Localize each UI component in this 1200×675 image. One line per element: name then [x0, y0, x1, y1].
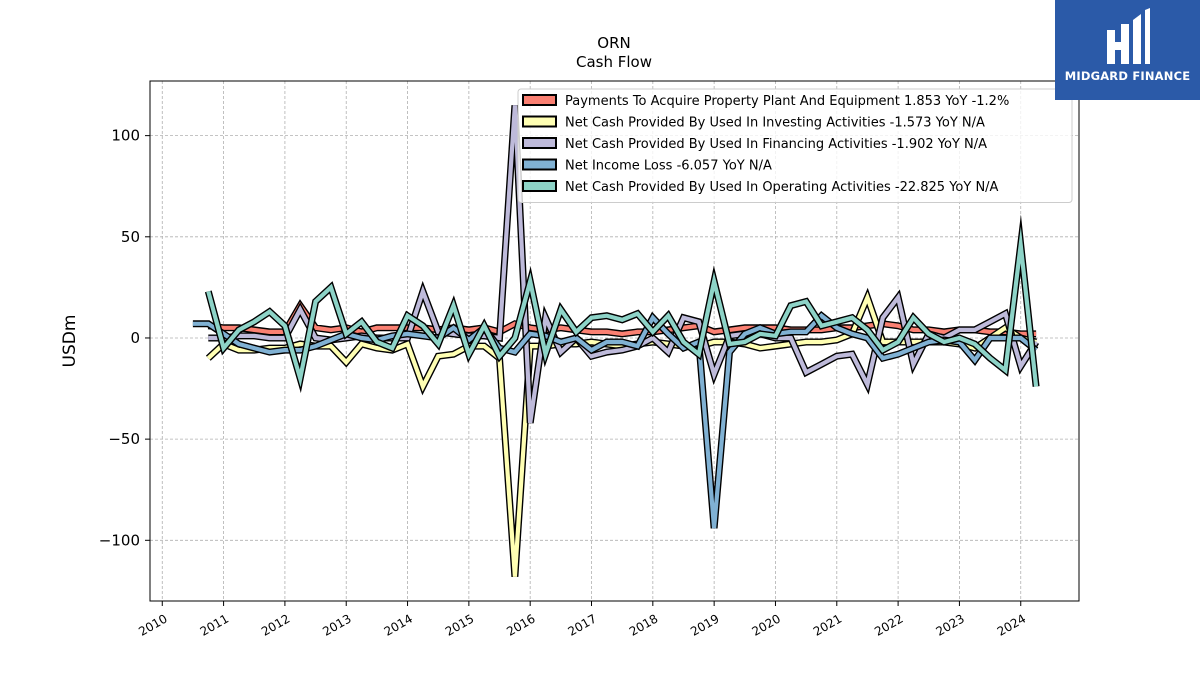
y-tick-label: 0	[130, 329, 140, 347]
legend-swatch	[522, 158, 557, 171]
legend-label: Net Income Loss -6.057 YoY N/A	[565, 159, 772, 174]
legend-label: Net Cash Provided By Used In Financing A…	[565, 137, 987, 152]
brand-name: MIDGARD FINANCE	[1064, 69, 1191, 83]
y-tick-label: 100	[111, 127, 140, 145]
x-tick-label: 2021	[811, 611, 844, 638]
y-axis-label: USDm	[60, 315, 80, 368]
legend: Payments To Acquire Property Plant And E…	[517, 88, 1073, 203]
y-tick-label: 50	[121, 228, 140, 246]
y-tick-label: −100	[99, 531, 140, 549]
x-tick-label: 2016	[504, 611, 537, 638]
x-tick-label: 2011	[198, 611, 231, 638]
x-tick-label: 2012	[259, 611, 292, 638]
x-tick-label: 2018	[627, 611, 660, 638]
legend-label: Net Cash Provided By Used In Operating A…	[565, 180, 999, 195]
legend-label: Payments To Acquire Property Plant And E…	[565, 94, 1009, 109]
x-tick-label: 2024	[995, 611, 1028, 638]
x-tick-label: 2015	[443, 611, 476, 638]
x-tick-label: 2022	[872, 611, 905, 638]
brand-logo: MIDGARD FINANCE	[1055, 0, 1200, 100]
legend-swatch	[522, 94, 557, 106]
series-line	[206, 226, 1039, 388]
plot-frame	[149, 80, 1080, 602]
chart-title: ORN	[597, 34, 630, 52]
legend-swatch	[522, 180, 557, 192]
legend-box	[517, 88, 1073, 203]
x-tick-label: 2020	[750, 611, 783, 638]
series-lines	[192, 105, 1040, 577]
x-tick-label: 2023	[933, 611, 966, 638]
x-tick-label: 2019	[688, 611, 721, 638]
legend-swatch	[522, 137, 557, 149]
x-tick-label: 2017	[566, 611, 599, 638]
x-tick-label: 2014	[382, 611, 415, 638]
brand-logo-icon	[1107, 8, 1150, 64]
chart-subtitle: Cash Flow	[576, 53, 652, 71]
legend-label: Net Cash Provided By Used In Investing A…	[565, 116, 985, 131]
series-line	[192, 312, 1038, 529]
x-tick-label: 2010	[136, 611, 169, 638]
axis-ticks: −100 −50 0 50 100 2010 2011 2012 2013 2014 2015 201…	[99, 127, 1028, 639]
y-tick-label: −50	[108, 430, 140, 448]
legend-swatch	[522, 115, 557, 128]
x-tick-label: 2013	[320, 611, 353, 638]
